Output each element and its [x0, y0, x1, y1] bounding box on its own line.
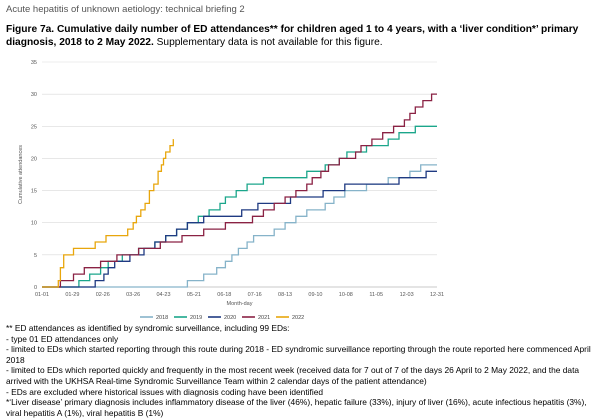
x-tick-label: 12-03: [400, 292, 414, 298]
x-tick-label: 11-05: [369, 292, 383, 298]
x-tick-label: 01-29: [65, 292, 79, 298]
x-axis-label: Month-day: [227, 301, 253, 307]
y-tick-label: 15: [31, 189, 37, 195]
x-tick-label: 02-26: [96, 292, 110, 298]
x-tick-label: 03-26: [126, 292, 140, 298]
footnote-line: - limited to EDs which reported quickly …: [6, 365, 580, 386]
y-tick-label: 20: [31, 156, 37, 162]
x-tick-label: 01-01: [35, 292, 49, 298]
x-tick-label: 10-08: [339, 292, 353, 298]
footnote-line: *‘Liver disease’ primary diagnosis inclu…: [6, 397, 587, 418]
y-tick-label: 25: [31, 124, 37, 130]
x-tick-label: 06-18: [217, 292, 231, 298]
y-tick-label: 30: [31, 92, 37, 98]
footnote-line: - limited to EDs which started reporting…: [6, 344, 591, 365]
series-line-2021: [42, 93, 437, 288]
legend-label-2021: 2021: [258, 315, 270, 321]
legend-label-2019: 2019: [190, 315, 202, 321]
y-tick-label: 0: [34, 285, 37, 291]
y-tick-label: 10: [31, 221, 37, 227]
x-tick-label: 07-16: [248, 292, 262, 298]
y-tick-label: 35: [31, 60, 37, 66]
legend-label-2022: 2022: [292, 315, 304, 321]
legend-label-2020: 2020: [224, 315, 236, 321]
series-line-2020: [42, 170, 437, 288]
document-header: Acute hepatitis of unknown aetiology: te…: [6, 4, 245, 15]
x-tick-label: 08-13: [278, 292, 292, 298]
figure-title: Figure 7a. Cumulative daily number of ED…: [6, 24, 602, 49]
footnotes: ** ED attendances as identified by syndr…: [6, 323, 602, 418]
x-tick-label: 05-21: [187, 292, 201, 298]
y-tick-label: 5: [34, 253, 37, 259]
figure-title-note: Supplementary data is not available for …: [153, 36, 383, 48]
y-axis-label: Cumulative attendances: [18, 145, 24, 204]
x-tick-label: 04-23: [156, 292, 170, 298]
figure-title-bold: Figure 7a. Cumulative daily number of ED…: [6, 24, 579, 48]
x-tick-label: 09-10: [308, 292, 322, 298]
series-line-2022: [42, 139, 174, 288]
footnote-line: - type 01 ED attendances only: [6, 333, 119, 344]
x-tick-label: 12-31: [430, 292, 444, 298]
cumulative-attendances-chart: 0 5 10 15 20 25 30 35 01-01 01-29 02-26 03-26 04-23 0…: [18, 60, 444, 321]
footnote-line: - EDs are excluded where historical issu…: [6, 386, 324, 397]
legend-label-2018: 2018: [156, 315, 168, 321]
footnote-line: ** ED attendances as identified by syndr…: [6, 323, 290, 333]
